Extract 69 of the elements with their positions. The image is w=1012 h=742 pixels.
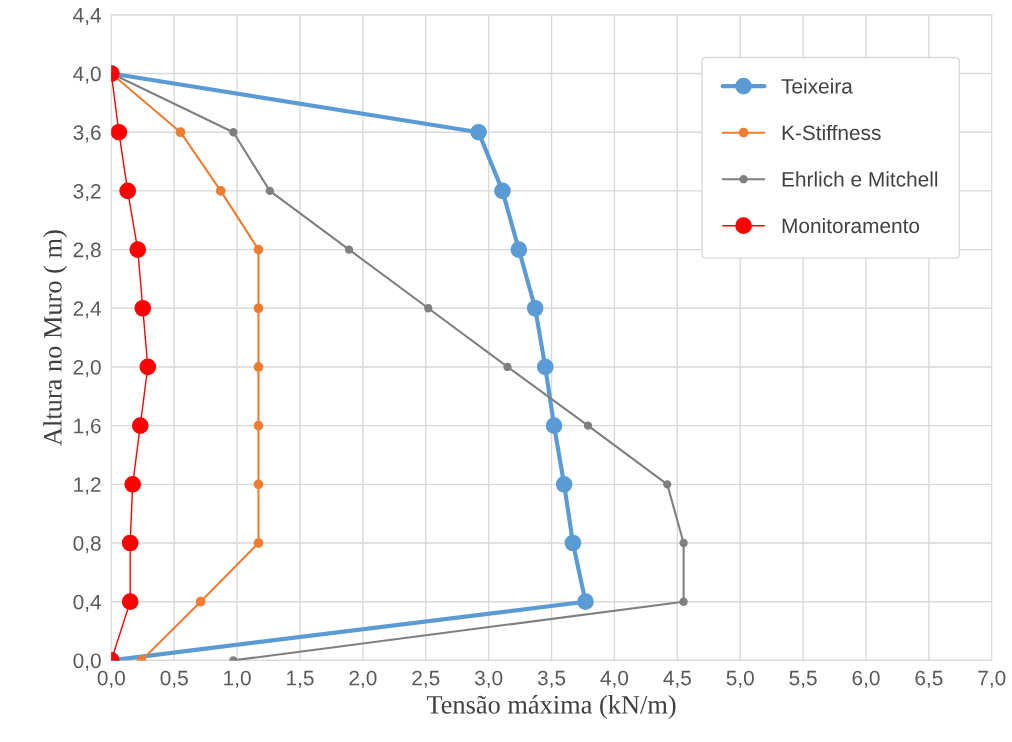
point — [111, 123, 128, 141]
point — [121, 593, 139, 611]
point — [253, 244, 264, 255]
point — [424, 304, 433, 313]
point — [131, 417, 149, 434]
x-tick-label: 4,5 — [663, 670, 691, 688]
legend-label: Ehrlich e Mitchell — [782, 171, 938, 187]
y-tick-label: 0,0 — [73, 653, 101, 671]
point — [253, 538, 264, 548]
y-tick-label: 0,8 — [73, 536, 101, 554]
x-tick-label: 3,5 — [537, 670, 566, 688]
point — [265, 186, 274, 196]
point — [536, 358, 554, 376]
x-tick-label: 6,5 — [915, 670, 943, 688]
legend-label: K-Stiffness — [782, 124, 881, 141]
point — [139, 358, 157, 376]
legend-label: Monitoramento — [782, 217, 920, 234]
point — [510, 241, 528, 258]
point — [679, 597, 688, 606]
point — [663, 480, 672, 489]
y-tick-label: 3,2 — [73, 183, 101, 202]
x-tick-label: 2,5 — [412, 670, 440, 688]
x-tick-label: 4,0 — [600, 670, 629, 688]
x-axis-title: Tensão máxima (kN/m) — [426, 695, 676, 720]
y-tick-label: 3,6 — [73, 125, 101, 143]
point — [545, 417, 563, 434]
y-tick-label: 2,0 — [73, 359, 101, 378]
x-tick-label: 5,0 — [726, 670, 754, 688]
point — [215, 186, 226, 196]
x-tick-label: 0,0 — [97, 670, 125, 688]
y-tick-label: 2,8 — [73, 242, 101, 260]
point — [679, 538, 688, 548]
x-tick-label: 1,0 — [224, 670, 251, 688]
point — [134, 299, 152, 317]
y-tick-label: 1,2 — [74, 477, 101, 495]
point — [253, 303, 264, 314]
point — [253, 479, 264, 490]
point — [494, 182, 511, 200]
point — [555, 475, 573, 493]
point — [129, 241, 147, 258]
point — [175, 127, 186, 138]
x-tick-label: 7,0 — [978, 670, 1006, 688]
point — [577, 593, 594, 611]
point — [121, 534, 139, 552]
y-tick-label: 2,4 — [73, 301, 101, 319]
x-tick-label: 5,5 — [789, 670, 817, 688]
point — [229, 128, 238, 137]
point — [564, 534, 582, 552]
point — [195, 596, 206, 607]
x-tick-label: 1,5 — [287, 670, 314, 688]
point — [253, 420, 264, 431]
y-tick-label: 4,0 — [73, 66, 101, 84]
point — [124, 475, 142, 493]
x-tick-label: 0,5 — [160, 670, 188, 688]
legend-label: Teixeira — [781, 78, 853, 94]
point — [470, 123, 487, 141]
y-tick-label: 0,4 — [73, 594, 101, 612]
point — [526, 299, 544, 317]
point — [344, 245, 354, 254]
point — [253, 362, 264, 372]
y-tick-label: 4,4 — [73, 8, 101, 26]
x-tick-label: 3,0 — [474, 670, 503, 688]
point — [583, 421, 593, 430]
point — [119, 182, 137, 200]
y-tick-label: 1,6 — [74, 418, 101, 436]
x-tick-label: 2,0 — [349, 670, 377, 688]
y-axis-title: Altura no Muro ( m) — [43, 230, 68, 446]
x-tick-label: 6,0 — [852, 670, 880, 688]
point — [503, 362, 512, 372]
